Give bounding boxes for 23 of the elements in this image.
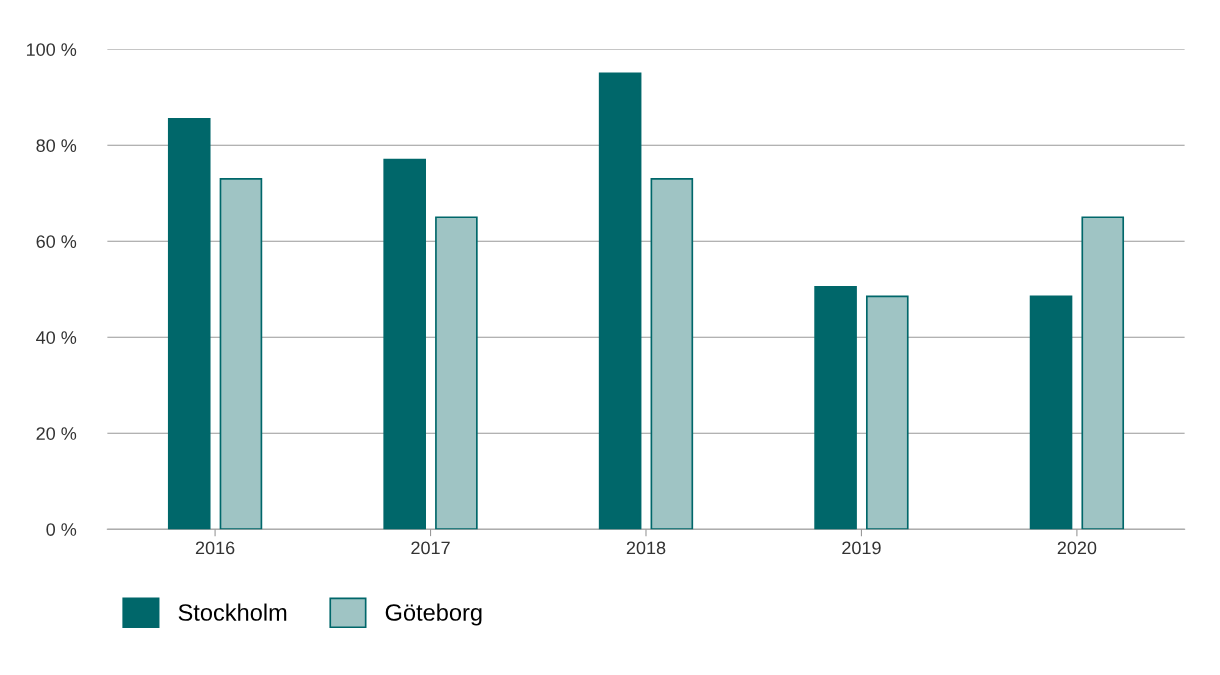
y-tick-label: 40 % — [36, 331, 77, 344]
bar — [598, 72, 642, 530]
y-tick-label: 20 % — [36, 427, 77, 440]
legend-label: Göteborg — [385, 603, 482, 626]
bar — [1029, 295, 1073, 530]
x-tick-label: 2019 — [842, 541, 881, 555]
bar — [650, 178, 694, 530]
x-tick-label: 2017 — [411, 541, 450, 555]
x-tick-label: 2016 — [195, 541, 235, 555]
bar — [219, 178, 263, 530]
y-tick-label: 0 % — [46, 523, 77, 536]
x-tick-label: 2018 — [626, 541, 666, 555]
y-tick-label: 60 % — [36, 235, 77, 248]
bar — [435, 216, 478, 530]
bar — [1081, 216, 1125, 530]
bar — [865, 295, 909, 530]
x-tick-label: 2020 — [1057, 541, 1097, 555]
bar — [383, 158, 426, 530]
y-tick-label: 100 % — [26, 43, 77, 56]
bar — [167, 118, 211, 530]
bar — [814, 286, 857, 530]
legend-label: Stockholm — [178, 603, 287, 621]
y-tick-label: 80 % — [36, 139, 77, 152]
